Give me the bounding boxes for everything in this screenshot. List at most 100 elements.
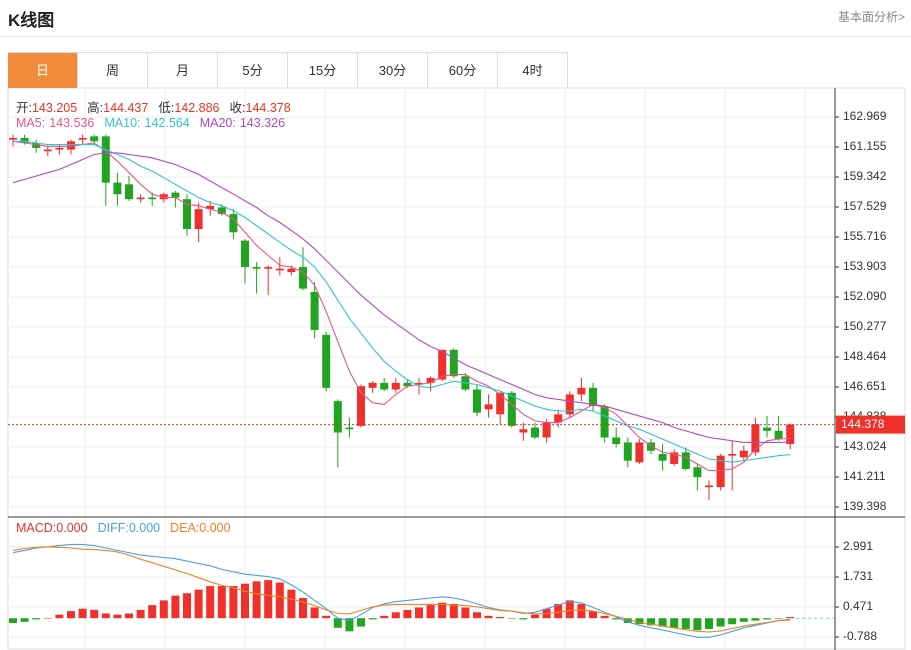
candle-body [287, 268, 296, 273]
candle-body [507, 392, 516, 426]
legend-entry: DIFF:0.000 [98, 521, 161, 535]
candle-body [229, 214, 238, 233]
macd-bar [194, 589, 203, 619]
candle-body [658, 454, 667, 461]
candle-body [681, 452, 690, 469]
macd-bar [739, 618, 748, 622]
candle-body [670, 452, 679, 464]
y-tick-label: 152.090 [843, 289, 887, 303]
candle-body [90, 136, 99, 142]
candle-body [519, 429, 528, 433]
candle-body [391, 382, 400, 390]
y-tick-label: 153.903 [843, 259, 887, 273]
candle-body [368, 382, 377, 388]
candle-body [159, 194, 168, 200]
ohlc-value: 144.437 [103, 101, 149, 115]
period-tab[interactable]: 月 [148, 52, 218, 88]
candle-body [565, 394, 574, 415]
candle-body [693, 467, 702, 478]
last-price-box [836, 415, 905, 434]
ohlc-value: 142.886 [174, 101, 220, 115]
candle-body [774, 430, 783, 440]
macd-bar [241, 583, 249, 619]
period-tab[interactable]: 4时 [498, 52, 568, 88]
macd-bar [287, 589, 296, 619]
page-title: K线图 [8, 11, 55, 30]
candle-body [217, 207, 226, 215]
candle-body [403, 382, 412, 387]
macd-bar [148, 605, 157, 619]
period-tab[interactable]: 60分 [428, 52, 498, 88]
candle-body [449, 349, 458, 377]
macd-bar [159, 600, 168, 619]
y-tick-label: 148.464 [843, 349, 887, 363]
ohlc-item: 收:144.378 [230, 101, 291, 115]
candle-body [194, 209, 203, 229]
candle-body [496, 392, 505, 415]
y-tick-label: 162.969 [843, 109, 887, 123]
macd-bar [183, 593, 191, 619]
legend-entry: MA5: 143.536 [16, 116, 94, 130]
candle-body [125, 184, 133, 200]
indicator-line [12, 543, 791, 638]
macd-bar [403, 609, 412, 619]
macd-bar [449, 603, 458, 619]
macd-bar [333, 618, 342, 628]
candle-body [716, 455, 725, 488]
macd-bar [577, 603, 586, 619]
macd-bar [693, 618, 702, 631]
ohlc-item: 开:143.205 [16, 101, 77, 115]
macd-bar [345, 618, 354, 632]
candle-body [380, 382, 389, 390]
period-tab[interactable]: 周 [78, 52, 148, 88]
macd-bar [623, 618, 632, 623]
period-tab[interactable]: 15分 [288, 52, 358, 88]
macd-legend: MACD:0.000 DIFF:0.000 DEA:0.000 [16, 521, 241, 535]
macd-bar [380, 615, 389, 619]
y-tick-label: 143.024 [843, 439, 887, 453]
candle-body [786, 424, 795, 445]
indicator-line [12, 546, 791, 633]
candle-body [183, 199, 191, 229]
y-tick-label: 0.471 [843, 599, 873, 613]
candle-body [426, 377, 435, 383]
macd-bar [101, 613, 110, 619]
candle-body [357, 386, 365, 426]
candle-body [148, 197, 157, 200]
candle-body [9, 137, 17, 140]
legend-value: 143.326 [239, 116, 286, 130]
macd-bar [426, 605, 435, 619]
y-tick-label: 146.651 [843, 379, 887, 393]
macd-bar [357, 618, 365, 627]
fundamental-link[interactable]: 基本面分析> [837, 10, 905, 24]
candle-body [20, 137, 29, 143]
period-tab[interactable]: 30分 [358, 52, 428, 88]
indicator-line [12, 152, 791, 443]
macd-bar [705, 618, 713, 629]
y-tick-label: 141.211 [843, 469, 886, 483]
candle-body [728, 454, 737, 456]
y-tick-label: 150.277 [843, 319, 887, 333]
macd-bar [670, 618, 679, 628]
period-tab[interactable]: 5分 [218, 52, 288, 88]
period-tab[interactable]: 日 [8, 52, 78, 88]
macd-bar [78, 608, 87, 619]
ohlc-item: 低:142.886 [158, 101, 219, 115]
macd-bar [635, 618, 644, 625]
macd-bar [774, 618, 783, 619]
candle-body [310, 291, 319, 330]
candle-body [299, 267, 307, 289]
candle-body [763, 427, 771, 431]
legend-entry: MA20: 143.326 [200, 116, 285, 130]
macd-bar [600, 615, 609, 619]
indicator-line [12, 140, 791, 472]
macd-bar [786, 617, 795, 619]
macd-bar [681, 618, 690, 629]
y-tick-label: 157.529 [843, 199, 887, 213]
macd-bar [264, 580, 273, 619]
macd-bar [531, 614, 539, 619]
candle-body [751, 424, 760, 453]
macd-bar [20, 618, 29, 622]
candle-body [577, 387, 586, 395]
